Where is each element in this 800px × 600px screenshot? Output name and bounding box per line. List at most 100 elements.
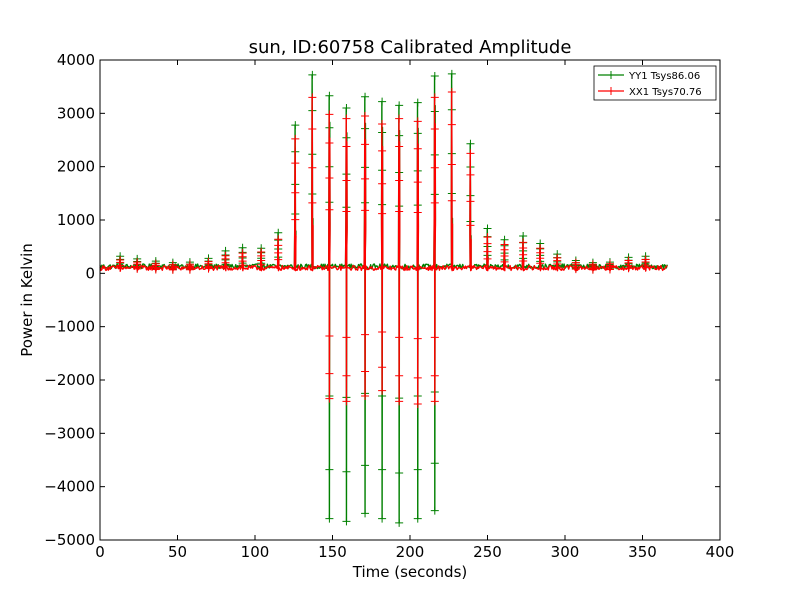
data-point-marker — [133, 264, 142, 273]
legend-box — [593, 65, 717, 101]
x-axis-label: Time (seconds) — [352, 563, 468, 581]
data-point-marker — [395, 176, 404, 185]
data-point-marker — [447, 69, 456, 78]
y-tick-label: −4000 — [44, 478, 95, 496]
data-point-marker — [466, 170, 475, 179]
data-point-marker — [361, 367, 370, 376]
data-point-marker — [641, 263, 650, 272]
y-tick-label: 0 — [85, 264, 95, 282]
data-point-marker — [378, 209, 387, 218]
data-point-marker — [342, 397, 351, 406]
data-point-marker — [430, 397, 439, 406]
x-tick-label: 200 — [396, 543, 425, 561]
data-point-marker — [116, 264, 125, 272]
data-point-marker — [430, 93, 439, 102]
data-point-marker — [395, 371, 404, 380]
data-point-marker — [308, 163, 317, 172]
data-point-marker — [342, 467, 351, 476]
y-tick-label: −3000 — [44, 424, 95, 442]
data-point-marker — [466, 149, 475, 158]
data-point-marker — [466, 221, 475, 230]
y-tick-label: −5000 — [44, 531, 95, 549]
data-point-marker — [378, 120, 387, 128]
data-point-marker — [238, 261, 247, 270]
data-point-marker — [395, 333, 404, 342]
data-point-marker — [342, 114, 351, 123]
data-point-marker — [204, 264, 213, 273]
data-point-marker — [291, 159, 300, 168]
data-point-marker — [483, 247, 492, 256]
data-point-marker — [361, 140, 370, 149]
y-tick-label: 2000 — [57, 158, 95, 176]
data-point-marker — [413, 465, 422, 474]
data-point-marker — [291, 134, 300, 143]
data-point-marker — [342, 104, 351, 112]
x-tick-label: 250 — [473, 543, 502, 561]
data-point-marker — [500, 257, 509, 266]
x-tick-label: 100 — [241, 543, 270, 561]
data-point-marker — [395, 207, 404, 216]
y-tick-label: 4000 — [57, 51, 95, 69]
data-point-marker — [483, 239, 492, 248]
data-point-marker — [168, 265, 177, 274]
legend: YY1 Tsys86.06 XX1 Tsys70.76 — [593, 65, 717, 101]
x-tick-label: 0 — [95, 543, 105, 561]
data-point-marker — [519, 243, 528, 252]
data-point-marker — [361, 330, 370, 339]
data-point-marker — [430, 72, 439, 80]
data-point-marker — [447, 88, 456, 96]
plot-area — [99, 69, 668, 527]
data-point-marker — [308, 198, 317, 207]
data-point-marker — [221, 262, 230, 271]
data-point-marker — [325, 514, 334, 523]
data-point-marker — [553, 263, 562, 272]
y-axis-label: Power in Kelvin — [18, 243, 36, 357]
data-point-marker — [361, 509, 370, 518]
data-point-marker — [308, 70, 317, 79]
data-point-marker — [378, 328, 387, 336]
data-point-marker — [588, 265, 597, 274]
data-point-marker — [378, 363, 387, 372]
data-point-marker — [413, 208, 422, 217]
data-point-marker — [395, 469, 404, 478]
data-point-marker — [536, 259, 545, 268]
data-point-marker — [571, 265, 580, 274]
y-tick-label: −2000 — [44, 371, 95, 389]
data-point-marker — [151, 265, 160, 274]
x-tick-label: 50 — [168, 543, 187, 561]
data-point-marker — [413, 98, 422, 107]
data-point-marker — [325, 465, 334, 474]
data-point-marker — [378, 386, 387, 395]
data-point-marker — [325, 173, 334, 182]
data-point-marker — [447, 196, 456, 205]
data-point-marker — [361, 392, 370, 400]
data-point-marker — [413, 334, 422, 343]
data-point-marker — [342, 333, 351, 342]
legend-label: YY1 Tsys86.06 — [628, 71, 700, 82]
data-point-marker — [361, 461, 370, 470]
data-point-marker — [519, 256, 528, 265]
data-point-marker — [342, 176, 351, 185]
y-tick-label: −1000 — [44, 318, 95, 336]
data-point-marker — [308, 125, 317, 134]
data-point-marker — [430, 506, 439, 515]
data-point-marker — [378, 514, 387, 523]
data-point-marker — [466, 197, 475, 206]
data-point-marker — [274, 255, 283, 264]
x-tick-label: 150 — [318, 543, 347, 561]
data-point-marker — [274, 241, 283, 250]
data-point-marker — [430, 198, 439, 207]
data-point-marker — [378, 146, 387, 155]
legend-entries: YY1 Tsys86.06 XX1 Tsys70.76 — [598, 71, 702, 98]
data-point-marker — [430, 125, 439, 134]
data-point-marker — [185, 265, 194, 274]
x-tick-label: 400 — [706, 543, 735, 561]
data-point-marker — [395, 397, 404, 406]
data-point-marker — [361, 112, 370, 120]
data-point-marker — [413, 178, 422, 187]
data-point-marker — [325, 332, 334, 340]
data-point-marker — [257, 260, 266, 269]
data-point-marker — [413, 373, 422, 382]
data-point-marker — [447, 160, 456, 169]
data-point-marker — [361, 92, 370, 101]
